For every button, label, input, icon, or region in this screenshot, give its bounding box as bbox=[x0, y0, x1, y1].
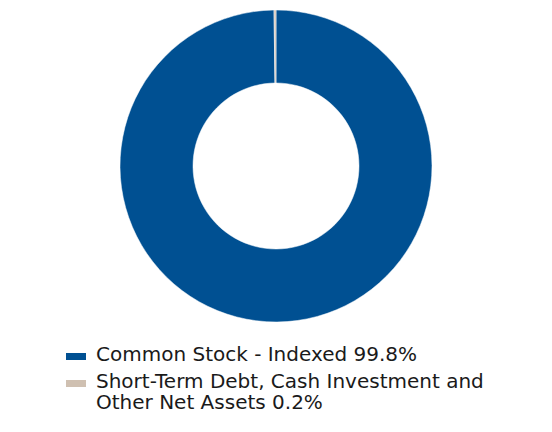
donut-slice bbox=[120, 10, 432, 322]
legend-item: Short-Term Debt, Cash Investment and Oth… bbox=[66, 371, 536, 413]
legend-swatch bbox=[66, 380, 86, 387]
donut-slice bbox=[274, 10, 276, 83]
legend-value: 0.2% bbox=[272, 390, 323, 414]
chart-area bbox=[0, 0, 552, 340]
legend-item: Common Stock - Indexed 99.8% bbox=[66, 344, 536, 365]
legend-swatch bbox=[66, 353, 86, 360]
legend-label: Common Stock - Indexed bbox=[96, 342, 347, 366]
legend: Common Stock - Indexed 99.8% Short-Term D… bbox=[66, 344, 536, 419]
legend-value: 99.8% bbox=[354, 342, 418, 366]
